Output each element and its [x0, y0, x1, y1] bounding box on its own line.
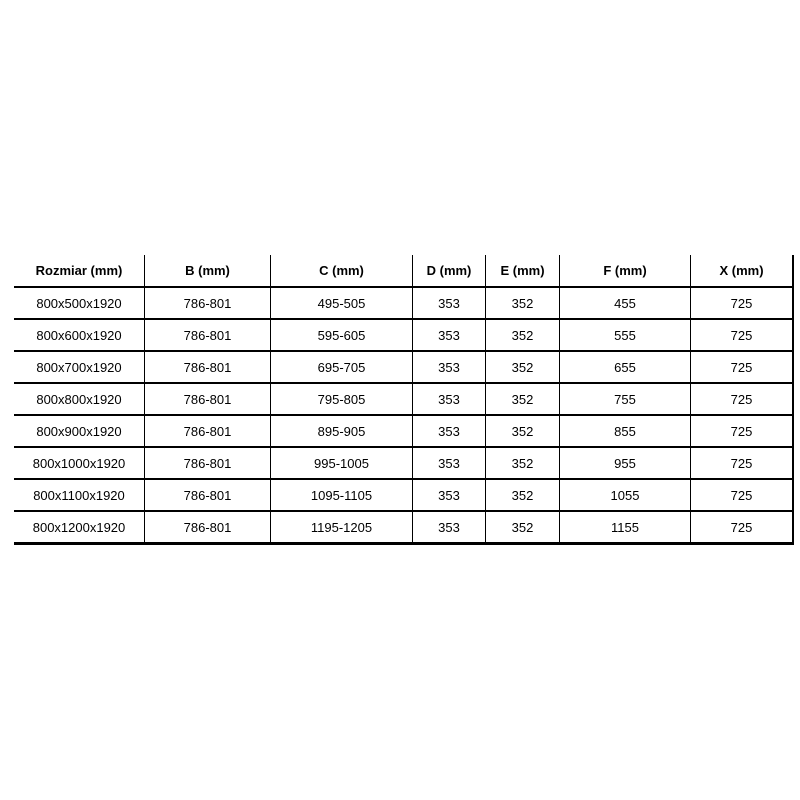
table-row: 800x700x1920 786-801 695-705 353 352 655 725 [14, 351, 794, 384]
table-cell-r5-c5: 955 [559, 447, 691, 480]
table-cell-r0-c3: 353 [412, 287, 486, 320]
table-cell-r1-c1: 786-801 [144, 319, 271, 352]
table-cell-r5-c3: 353 [412, 447, 486, 480]
table-cell-r5-c0: 800x1000x1920 [14, 447, 145, 480]
table-cell-r1-c5: 555 [559, 319, 691, 352]
table-cell-r2-c4: 352 [485, 351, 560, 384]
table-cell-r7-c3: 353 [412, 511, 486, 545]
table-row: 800x900x1920 786-801 895-905 353 352 855 725 [14, 415, 794, 448]
column-header-6: X (mm) [690, 255, 794, 288]
table-row: 800x500x1920 786-801 495-505 353 352 455 725 [14, 287, 794, 320]
table-cell-r4-c6: 725 [690, 415, 794, 448]
table-cell-r3-c1: 786-801 [144, 383, 271, 416]
table-cell-r3-c3: 353 [412, 383, 486, 416]
table-cell-r2-c1: 786-801 [144, 351, 271, 384]
table-cell-r5-c6: 725 [690, 447, 794, 480]
column-header-5: F (mm) [559, 255, 691, 288]
table-cell-r0-c2: 495-505 [270, 287, 413, 320]
table-cell-r0-c6: 725 [690, 287, 794, 320]
table-cell-r1-c3: 353 [412, 319, 486, 352]
column-header-3: D (mm) [412, 255, 486, 288]
table-cell-r5-c4: 352 [485, 447, 560, 480]
table-cell-r4-c1: 786-801 [144, 415, 271, 448]
table-cell-r3-c5: 755 [559, 383, 691, 416]
table-cell-r7-c6: 725 [690, 511, 794, 545]
table-cell-r0-c4: 352 [485, 287, 560, 320]
table-row: 800x1000x1920 786-801 995-1005 353 352 955 725 [14, 447, 794, 480]
table-cell-r4-c5: 855 [559, 415, 691, 448]
column-header-1: B (mm) [144, 255, 271, 288]
table-cell-r2-c6: 725 [690, 351, 794, 384]
table-cell-r1-c4: 352 [485, 319, 560, 352]
table-cell-r6-c1: 786-801 [144, 479, 271, 512]
table-cell-r2-c5: 655 [559, 351, 691, 384]
table-cell-r1-c6: 725 [690, 319, 794, 352]
table-cell-r3-c0: 800x800x1920 [14, 383, 145, 416]
table-cell-r3-c2: 795-805 [270, 383, 413, 416]
table-cell-r6-c3: 353 [412, 479, 486, 512]
table-row: 800x1200x1920 786-801 1195-1205 353 352 1155 7… [14, 511, 794, 545]
table-cell-r2-c2: 695-705 [270, 351, 413, 384]
table-cell-r3-c6: 725 [690, 383, 794, 416]
table-cell-r4-c0: 800x900x1920 [14, 415, 145, 448]
table-body: 800x500x1920 786-801 495-505 353 352 455 725 80… [14, 287, 794, 545]
table-cell-r4-c2: 895-905 [270, 415, 413, 448]
table-cell-r6-c2: 1095-1105 [270, 479, 413, 512]
table-cell-r0-c5: 455 [559, 287, 691, 320]
table-row: 800x600x1920 786-801 595-605 353 352 555 725 [14, 319, 794, 352]
table-header-row: Rozmiar (mm) B (mm) C (mm) D (mm) E (mm) F (m… [14, 255, 794, 288]
table-row: 800x800x1920 786-801 795-805 353 352 755 725 [14, 383, 794, 416]
column-header-4: E (mm) [485, 255, 560, 288]
table-cell-r6-c4: 352 [485, 479, 560, 512]
table-cell-r0-c1: 786-801 [144, 287, 271, 320]
table-cell-r7-c2: 1195-1205 [270, 511, 413, 545]
table-cell-r6-c0: 800x1100x1920 [14, 479, 145, 512]
table-cell-r1-c0: 800x600x1920 [14, 319, 145, 352]
table-cell-r1-c2: 595-605 [270, 319, 413, 352]
table-cell-r6-c5: 1055 [559, 479, 691, 512]
table-cell-r2-c3: 353 [412, 351, 486, 384]
table-cell-r7-c0: 800x1200x1920 [14, 511, 145, 545]
table-cell-r7-c1: 786-801 [144, 511, 271, 545]
table-cell-r3-c4: 352 [485, 383, 560, 416]
column-header-2: C (mm) [270, 255, 413, 288]
table-cell-r7-c4: 352 [485, 511, 560, 545]
table-cell-r4-c3: 353 [412, 415, 486, 448]
dimension-spec-table-container: Rozmiar (mm) B (mm) C (mm) D (mm) E (mm) F (m… [14, 255, 794, 545]
table-cell-r5-c2: 995-1005 [270, 447, 413, 480]
dimension-spec-table: Rozmiar (mm) B (mm) C (mm) D (mm) E (mm) F (m… [14, 255, 794, 545]
table-cell-r2-c0: 800x700x1920 [14, 351, 145, 384]
table-cell-r4-c4: 352 [485, 415, 560, 448]
table-cell-r0-c0: 800x500x1920 [14, 287, 145, 320]
table-cell-r5-c1: 786-801 [144, 447, 271, 480]
table-cell-r6-c6: 725 [690, 479, 794, 512]
table-header: Rozmiar (mm) B (mm) C (mm) D (mm) E (mm) F (m… [14, 255, 794, 288]
column-header-0: Rozmiar (mm) [14, 255, 145, 288]
table-row: 800x1100x1920 786-801 1095-1105 353 352 1055 7… [14, 479, 794, 512]
table-cell-r7-c5: 1155 [559, 511, 691, 545]
